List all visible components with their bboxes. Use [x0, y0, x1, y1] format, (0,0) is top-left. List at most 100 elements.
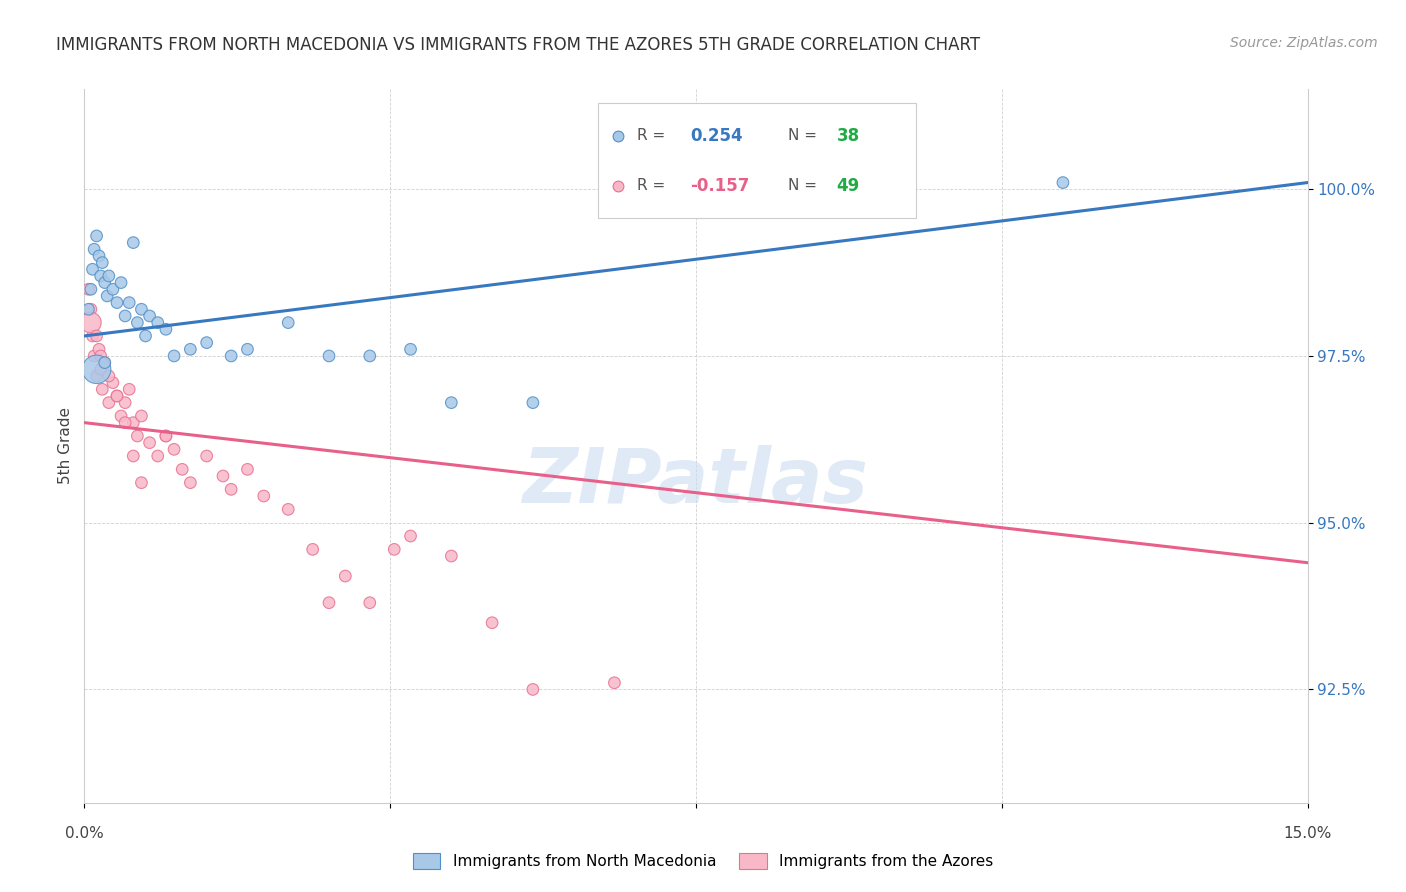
- Point: [146, 449, 169, 463]
- Text: IMMIGRANTS FROM NORTH MACEDONIA VS IMMIGRANTS FROM THE AZORES 5TH GRADE CORRELAT: IMMIGRANTS FROM NORTH MACEDONIA VS IMMIG…: [56, 36, 980, 54]
- Point: [127, 429, 149, 443]
- Point: [440, 395, 463, 409]
- Point: [80, 282, 103, 296]
- Point: [91, 382, 114, 396]
- Point: [101, 376, 124, 390]
- Point: [82, 262, 104, 277]
- Point: [253, 489, 276, 503]
- Point: [522, 682, 544, 697]
- Point: [83, 349, 105, 363]
- Point: [110, 409, 132, 423]
- Point: [96, 289, 118, 303]
- Point: [122, 235, 145, 250]
- Point: [212, 469, 235, 483]
- Text: Source: ZipAtlas.com: Source: ZipAtlas.com: [1230, 36, 1378, 50]
- Point: [155, 429, 177, 443]
- Point: [101, 282, 124, 296]
- Point: [236, 462, 259, 476]
- Point: [382, 542, 405, 557]
- Text: 0.254: 0.254: [690, 127, 742, 145]
- Point: [80, 316, 103, 330]
- Point: [86, 368, 108, 383]
- Point: [163, 349, 186, 363]
- Legend: Immigrants from North Macedonia, Immigrants from the Azores: Immigrants from North Macedonia, Immigra…: [406, 847, 1000, 875]
- Text: R =: R =: [637, 178, 671, 193]
- Point: [179, 343, 201, 357]
- Point: [127, 316, 149, 330]
- Point: [87, 249, 110, 263]
- Point: [105, 389, 128, 403]
- Text: 15.0%: 15.0%: [1284, 826, 1331, 841]
- Point: [77, 282, 100, 296]
- Point: [90, 362, 112, 376]
- Point: [122, 416, 145, 430]
- Point: [86, 228, 108, 243]
- Point: [138, 309, 160, 323]
- Text: 49: 49: [837, 177, 860, 194]
- Point: [131, 409, 153, 423]
- Point: [97, 268, 120, 283]
- Point: [219, 483, 242, 497]
- Point: [105, 295, 128, 310]
- Point: [80, 302, 103, 317]
- Point: [105, 389, 128, 403]
- Text: R =: R =: [637, 128, 671, 143]
- Point: [359, 349, 381, 363]
- Point: [195, 449, 218, 463]
- Point: [122, 449, 145, 463]
- Point: [522, 395, 544, 409]
- Point: [114, 395, 136, 409]
- Point: [90, 349, 112, 363]
- Point: [131, 302, 153, 317]
- Point: [97, 395, 120, 409]
- Point: [1052, 176, 1074, 190]
- Point: [219, 349, 242, 363]
- Point: [83, 242, 105, 256]
- Point: [90, 268, 112, 283]
- Point: [86, 329, 108, 343]
- Point: [335, 569, 357, 583]
- Point: [93, 276, 115, 290]
- Point: [77, 302, 100, 317]
- Text: N =: N =: [787, 128, 821, 143]
- Point: [277, 502, 299, 516]
- Point: [138, 435, 160, 450]
- Point: [301, 542, 323, 557]
- Point: [82, 329, 104, 343]
- Text: -0.157: -0.157: [690, 177, 749, 194]
- Point: [195, 335, 218, 350]
- Point: [91, 255, 114, 269]
- Point: [179, 475, 201, 490]
- Point: [359, 596, 381, 610]
- Point: [118, 295, 141, 310]
- Point: [481, 615, 503, 630]
- Point: [236, 343, 259, 357]
- Point: [86, 362, 108, 376]
- Point: [87, 343, 110, 357]
- Point: [318, 349, 340, 363]
- Point: [114, 416, 136, 430]
- Point: [399, 529, 422, 543]
- Point: [318, 596, 340, 610]
- Text: 38: 38: [837, 127, 859, 145]
- Text: 0.0%: 0.0%: [65, 826, 104, 841]
- Point: [163, 442, 186, 457]
- Point: [277, 316, 299, 330]
- Point: [110, 276, 132, 290]
- FancyBboxPatch shape: [598, 103, 917, 218]
- Point: [93, 356, 115, 370]
- Point: [93, 356, 115, 370]
- Text: ZIPatlas: ZIPatlas: [523, 445, 869, 518]
- Y-axis label: 5th Grade: 5th Grade: [58, 408, 73, 484]
- Point: [155, 429, 177, 443]
- Point: [440, 549, 463, 563]
- Point: [399, 343, 422, 357]
- Point: [114, 309, 136, 323]
- Point: [603, 675, 626, 690]
- Point: [146, 316, 169, 330]
- Point: [848, 182, 870, 196]
- Point: [118, 382, 141, 396]
- Point: [135, 329, 157, 343]
- Point: [155, 322, 177, 336]
- Text: N =: N =: [787, 178, 821, 193]
